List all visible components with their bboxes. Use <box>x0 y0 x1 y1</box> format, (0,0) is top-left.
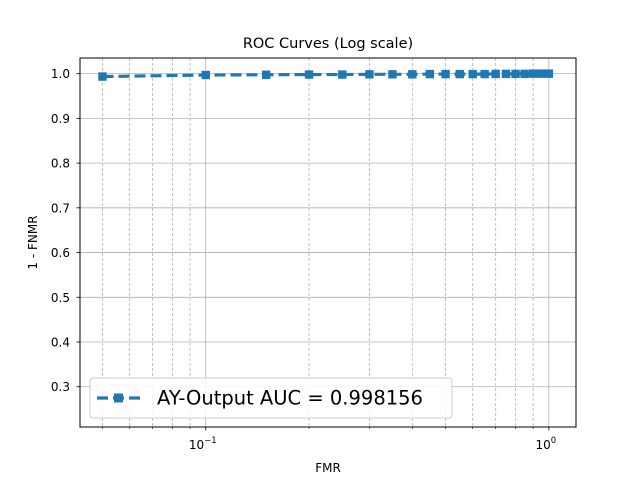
legend: AY-Output AUC = 0.998156 <box>89 377 453 419</box>
series-marker <box>520 69 529 79</box>
series-marker <box>408 70 417 79</box>
series-marker <box>501 69 511 79</box>
y-tick-label: 0.7 <box>51 201 70 215</box>
legend-label: AY-Output AUC = 0.998156 <box>157 387 423 410</box>
series-marker <box>304 70 314 79</box>
series-marker <box>468 69 477 79</box>
x-axis-label: FMR <box>315 461 341 475</box>
series-marker <box>491 69 500 79</box>
y-tick-label: 0.3 <box>51 380 70 394</box>
series-marker <box>425 69 435 79</box>
y-tick-label: 0.8 <box>51 157 70 171</box>
x-tick-label: 10−1 <box>189 436 217 452</box>
y-tick-label: 0.5 <box>51 291 70 305</box>
legend-marker <box>114 393 123 403</box>
series-marker <box>201 70 210 80</box>
series-marker <box>455 69 464 79</box>
y-tick-label: 0.6 <box>51 246 70 260</box>
series-marker <box>388 70 397 79</box>
series-marker <box>441 69 450 79</box>
chart-title: ROC Curves (Log scale) <box>243 36 413 52</box>
series-marker <box>511 69 520 79</box>
series-marker <box>365 70 374 79</box>
series-layer <box>98 69 554 81</box>
series-marker <box>480 69 489 79</box>
series-marker <box>338 70 347 79</box>
y-tick-label: 1.0 <box>51 67 70 81</box>
x-tick-label: 100 <box>535 436 556 452</box>
series-marker <box>528 69 538 78</box>
series-marker <box>536 69 546 78</box>
y-tick-label: 0.4 <box>51 336 70 350</box>
legend-box <box>89 377 453 419</box>
y-tick-label: 0.9 <box>51 112 70 126</box>
y-axis-label: 1 - FNMR <box>26 215 40 269</box>
series-marker <box>98 72 107 81</box>
series-marker <box>261 70 271 79</box>
plot-frame <box>79 57 577 428</box>
axis-ticks: 10−1 100 0.3 0.4 0.5 0.6 0.7 0.8 0.9 1.0 <box>51 67 556 452</box>
series-marker <box>544 69 554 78</box>
